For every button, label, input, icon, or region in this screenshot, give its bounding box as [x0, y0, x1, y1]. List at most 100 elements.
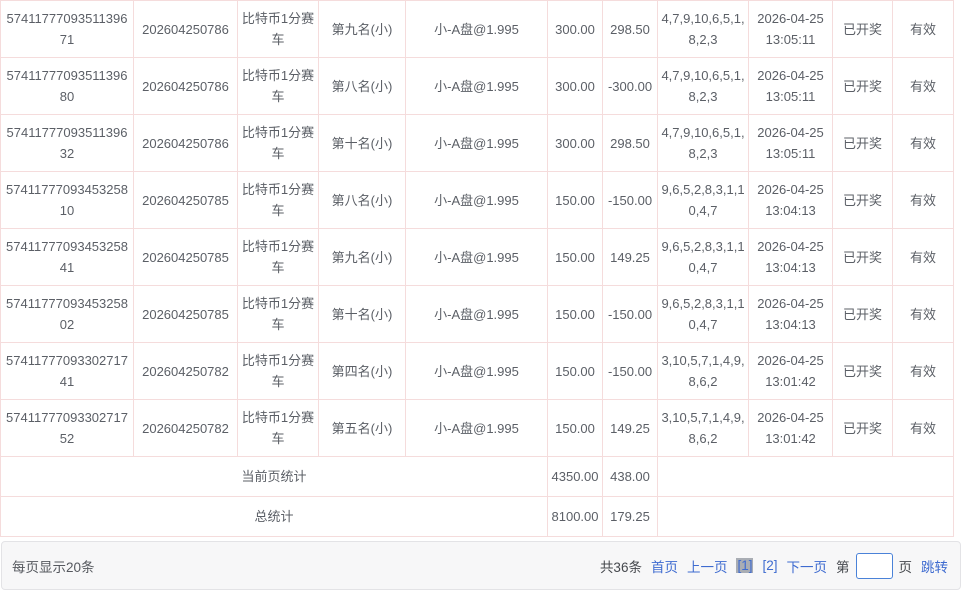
summary-label: 总统计	[0, 496, 548, 537]
table-row: 5741177709351139680 202604250786 比特币1分赛车…	[0, 57, 954, 115]
cell-status: 已开奖	[832, 0, 893, 58]
cell-content: 小-A盘@1.995	[405, 399, 548, 457]
cell-period: 202604250786	[133, 0, 238, 58]
cell-content: 小-A盘@1.995	[405, 342, 548, 400]
cell-order-id: 5741177709345325810	[0, 171, 134, 229]
cell-amount: 150.00	[547, 171, 603, 229]
cell-position: 第八名(小)	[318, 171, 406, 229]
cell-validity: 有效	[892, 0, 954, 58]
cell-content: 小-A盘@1.995	[405, 285, 548, 343]
summary-row-total: 总统计 8100.00 179.25	[0, 496, 954, 537]
jump-label-before: 第	[836, 559, 850, 575]
cell-result: 9,6,5,2,8,3,1,10,4,7	[657, 285, 749, 343]
cell-game: 比特币1分赛车	[237, 57, 319, 115]
cell-time: 2026-04-25 13:05:11	[748, 114, 833, 172]
table-row: 5741177709351139671 202604250786 比特币1分赛车…	[0, 0, 954, 58]
table-row: 5741177709351139632 202604250786 比特币1分赛车…	[0, 114, 954, 172]
page-jump-input[interactable]	[855, 552, 893, 579]
cell-result: 4,7,9,10,6,5,1,8,2,3	[657, 57, 749, 115]
cell-status: 已开奖	[832, 114, 893, 172]
cell-profit: 298.50	[602, 0, 658, 58]
cell-period: 202604250786	[133, 114, 238, 172]
cell-content: 小-A盘@1.995	[405, 228, 548, 286]
cell-status: 已开奖	[832, 171, 893, 229]
cell-game: 比特币1分赛车	[237, 285, 319, 343]
cell-status: 已开奖	[832, 285, 893, 343]
prev-page-link[interactable]: 上一页	[686, 559, 728, 575]
cell-game: 比特币1分赛车	[237, 399, 319, 457]
cell-order-id: 5741177709351139680	[0, 57, 134, 115]
cell-status: 已开奖	[832, 342, 893, 400]
cell-profit: 149.25	[602, 399, 658, 457]
cell-validity: 有效	[892, 342, 954, 400]
cell-period: 202604250785	[133, 228, 238, 286]
summary-profit: 438.00	[602, 456, 658, 497]
summary-amount: 4350.00	[547, 456, 603, 497]
cell-game: 比特币1分赛车	[237, 171, 319, 229]
page-size-label: 每页显示20条	[12, 559, 95, 575]
cell-amount: 150.00	[547, 342, 603, 400]
cell-amount: 150.00	[547, 399, 603, 457]
cell-amount: 300.00	[547, 57, 603, 115]
cell-result: 4,7,9,10,6,5,1,8,2,3	[657, 114, 749, 172]
summary-amount: 8100.00	[547, 496, 603, 537]
cell-result: 3,10,5,7,1,4,9,8,6,2	[657, 399, 749, 457]
cell-order-id: 5741177709345325802	[0, 285, 134, 343]
cell-order-id: 5741177709351139671	[0, 0, 134, 58]
cell-validity: 有效	[892, 57, 954, 115]
pagination-bar: 每页显示20条 共36条 首页 上一页 [1] [2] 下一页 第 页 跳转	[1, 541, 961, 590]
cell-game: 比特币1分赛车	[237, 228, 319, 286]
cell-profit: -150.00	[602, 342, 658, 400]
page-link-2[interactable]: [2]	[762, 558, 778, 573]
table-row: 5741177709345325841 202604250785 比特币1分赛车…	[0, 228, 954, 286]
cell-amount: 150.00	[547, 285, 603, 343]
cell-position: 第十名(小)	[318, 285, 406, 343]
cell-time: 2026-04-25 13:05:11	[748, 0, 833, 58]
cell-profit: 149.25	[602, 228, 658, 286]
summary-empty	[657, 496, 954, 537]
cell-game: 比特币1分赛车	[237, 342, 319, 400]
cell-time: 2026-04-25 13:04:13	[748, 228, 833, 286]
cell-order-id: 5741177709330271752	[0, 399, 134, 457]
cell-amount: 300.00	[547, 114, 603, 172]
cell-time: 2026-04-25 13:01:42	[748, 399, 833, 457]
cell-time: 2026-04-25 13:04:13	[748, 171, 833, 229]
next-page-link[interactable]: 下一页	[786, 559, 828, 575]
cell-validity: 有效	[892, 114, 954, 172]
cell-validity: 有效	[892, 285, 954, 343]
page-link-1[interactable]: [1]	[736, 558, 754, 573]
cell-position: 第九名(小)	[318, 228, 406, 286]
summary-profit: 179.25	[602, 496, 658, 537]
table-row: 5741177709345325802 202604250785 比特币1分赛车…	[0, 285, 954, 343]
jump-label-after: 页	[898, 559, 913, 575]
cell-amount: 150.00	[547, 228, 603, 286]
cell-content: 小-A盘@1.995	[405, 171, 548, 229]
cell-profit: -300.00	[602, 57, 658, 115]
cell-period: 202604250786	[133, 57, 238, 115]
summary-row-current-page: 当前页统计 4350.00 438.00	[0, 456, 954, 497]
cell-result: 9,6,5,2,8,3,1,10,4,7	[657, 171, 749, 229]
cell-validity: 有效	[892, 171, 954, 229]
cell-result: 3,10,5,7,1,4,9,8,6,2	[657, 342, 749, 400]
cell-game: 比特币1分赛车	[237, 114, 319, 172]
cell-profit: -150.00	[602, 171, 658, 229]
cell-validity: 有效	[892, 399, 954, 457]
cell-profit: 298.50	[602, 114, 658, 172]
cell-time: 2026-04-25 13:05:11	[748, 57, 833, 115]
cell-status: 已开奖	[832, 57, 893, 115]
cell-period: 202604250782	[133, 342, 238, 400]
cell-time: 2026-04-25 13:04:13	[748, 285, 833, 343]
cell-position: 第八名(小)	[318, 57, 406, 115]
summary-label: 当前页统计	[0, 456, 548, 497]
cell-content: 小-A盘@1.995	[405, 57, 548, 115]
first-page-link[interactable]: 首页	[650, 559, 678, 575]
jump-button[interactable]: 跳转	[921, 559, 948, 575]
table-row: 5741177709345325810 202604250785 比特币1分赛车…	[0, 171, 954, 229]
cell-position: 第十名(小)	[318, 114, 406, 172]
cell-amount: 300.00	[547, 0, 603, 58]
cell-order-id: 5741177709351139632	[0, 114, 134, 172]
cell-game: 比特币1分赛车	[237, 0, 319, 58]
cell-content: 小-A盘@1.995	[405, 0, 548, 58]
cell-status: 已开奖	[832, 399, 893, 457]
cell-position: 第五名(小)	[318, 399, 406, 457]
